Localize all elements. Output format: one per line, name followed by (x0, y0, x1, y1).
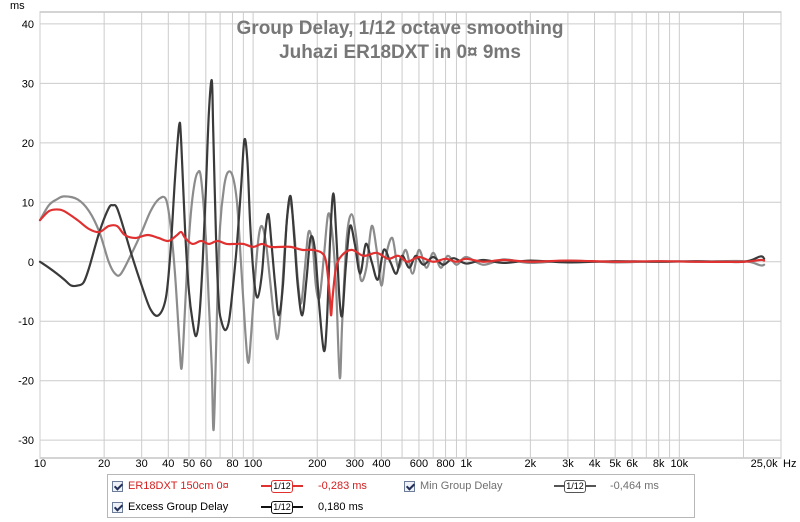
x-tick-label: 300 (346, 458, 364, 470)
smoothing-label-min-group-delay: 1/12 (564, 479, 586, 493)
y-tick-label: 10 (22, 197, 34, 209)
x-tick-label: 25,0k (751, 458, 778, 470)
legend-label-min-group-delay: Min Group Delay (420, 480, 503, 492)
x-tick-label: 60 (200, 458, 212, 470)
y-unit-label: ms (10, 0, 25, 12)
legend-label-excess-group-delay: Excess Group Delay (128, 501, 229, 513)
series (38, 79, 766, 432)
legend: ER18DXT 150cm 0¤ 1/12 -0,283 ms Min Grou… (107, 474, 695, 518)
x-tick-label: 8k (653, 458, 665, 470)
series-line-excess-group-delay (38, 79, 766, 353)
chart-subtitle: Juhazi ER18DXT in 0¤ 9ms (279, 42, 521, 63)
x-tick-label: 30 (136, 458, 148, 470)
x-tick-label: 400 (372, 458, 390, 470)
tick-labels: -30 -20 -10 0 10 20 30 40 10 20 30 40 50 60 80 100 200 30… (18, 19, 778, 470)
series-line-er18dxt-150cm-0 (38, 208, 766, 317)
smoothing-badge-er18dxt[interactable]: 1/12 (261, 478, 303, 494)
x-tick-label: 40 (162, 458, 174, 470)
x-tick-label: 10k (670, 458, 688, 470)
y-tick-label: 0 (28, 257, 34, 269)
smoothing-label-er18dxt: 1/12 (271, 479, 293, 493)
x-tick-label: 4k (589, 458, 601, 470)
x-unit-label: Hz (783, 458, 796, 470)
legend-item-min-group-delay[interactable]: Min Group Delay (404, 478, 503, 494)
smoothing-label-excess-group-delay: 1/12 (271, 500, 293, 514)
series-line-min-group-delay (38, 169, 766, 432)
x-tick-label: 10 (34, 458, 46, 470)
x-tick-label: 20 (98, 458, 110, 470)
legend-checkbox-er18dxt[interactable] (112, 480, 123, 492)
x-tick-label: 200 (308, 458, 326, 470)
legend-checkbox-excess-group-delay[interactable] (112, 501, 123, 513)
plot-background (39, 11, 782, 459)
y-tick-label: 20 (22, 138, 34, 150)
legend-item-excess-group-delay[interactable]: Excess Group Delay (112, 499, 228, 515)
y-tick-label: -10 (18, 316, 34, 328)
legend-value-excess-group-delay: 0,180 ms (318, 501, 364, 513)
legend-value-er18dxt: -0,283 ms (318, 480, 367, 492)
x-tick-label: 80 (226, 458, 238, 470)
y-tick-label: 30 (22, 78, 34, 90)
x-tick-label: 50 (183, 458, 195, 470)
y-tick-label: -20 (18, 376, 34, 388)
legend-checkbox-min-group-delay[interactable] (404, 480, 415, 492)
x-tick-label: 5k (609, 458, 621, 470)
y-tick-label: 40 (22, 19, 34, 31)
x-tick-label: 600 (410, 458, 428, 470)
x-tick-label: 2k (525, 458, 537, 470)
x-tick-label: 800 (436, 458, 454, 470)
legend-item-er18dxt[interactable]: ER18DXT 150cm 0¤ (112, 478, 229, 494)
x-tick-label: 1k (460, 458, 472, 470)
x-tick-label: 100 (244, 458, 262, 470)
legend-value-min-group-delay: -0,464 ms (610, 480, 659, 492)
smoothing-badge-min-group-delay[interactable]: 1/12 (554, 478, 596, 494)
y-tick-label: -30 (18, 435, 34, 447)
smoothing-badge-excess-group-delay[interactable]: 1/12 (261, 499, 303, 515)
x-tick-label: 3k (562, 458, 574, 470)
chart-title: Group Delay, 1/12 octave smoothing (237, 18, 564, 39)
x-tick-label: 6k (626, 458, 638, 470)
legend-label-er18dxt: ER18DXT 150cm 0¤ (128, 480, 229, 492)
